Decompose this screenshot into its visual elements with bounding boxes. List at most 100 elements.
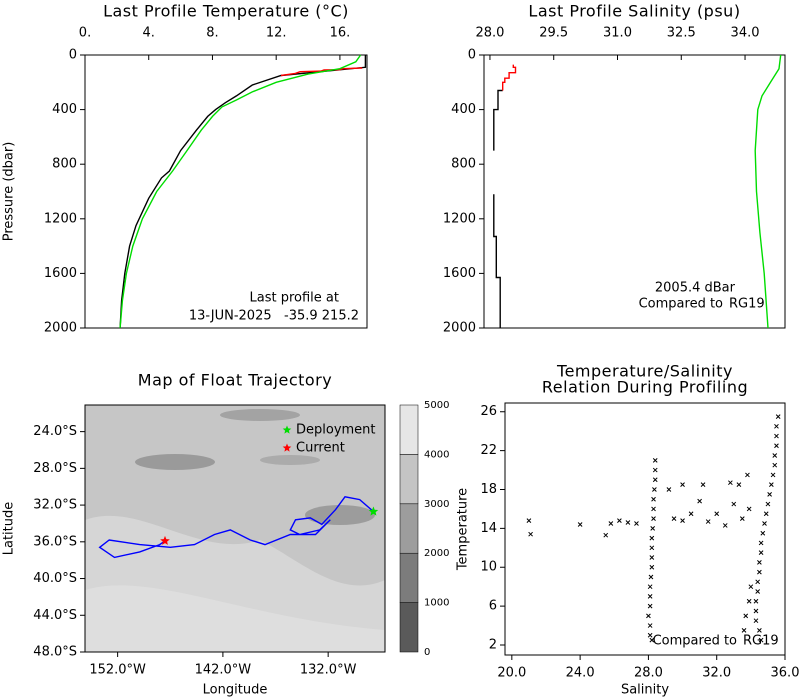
point <box>652 467 658 473</box>
point <box>753 598 759 604</box>
point <box>774 433 779 439</box>
y-tick-label: 22 <box>480 443 497 458</box>
colorbar-label: 2000 <box>424 548 449 559</box>
point <box>649 535 655 541</box>
point <box>649 637 655 643</box>
x-tick-label: 142.0°W <box>195 663 252 678</box>
compare-name: RG19 <box>729 297 765 312</box>
point <box>728 480 733 486</box>
point <box>647 603 653 609</box>
point <box>651 516 656 522</box>
chart-title: Relation During Profiling <box>542 378 748 397</box>
plot-frame <box>84 404 386 653</box>
point <box>772 453 778 458</box>
y-tick-label: 44.0°S <box>33 608 77 623</box>
line <box>493 89 503 151</box>
y-tick-label: 1200 <box>44 211 77 226</box>
line <box>502 64 517 91</box>
colorbar-label: 5000 <box>424 400 449 411</box>
y-tick-label: 40.0°S <box>33 571 77 586</box>
point <box>651 496 656 502</box>
point <box>634 521 639 526</box>
colorbar-band <box>399 552 419 603</box>
point <box>652 477 658 483</box>
x-tick-label: 29.5 <box>539 26 568 41</box>
line <box>493 194 501 328</box>
x-tick-label: 12. <box>266 26 287 41</box>
y-axis-label: Pressure (dbar) <box>2 142 17 242</box>
y-tick-label: 24.0°S <box>33 424 77 439</box>
line <box>119 54 362 329</box>
x-tick-label: 32.5 <box>667 26 696 41</box>
y-tick-label: 2000 <box>443 321 476 336</box>
legend-marker <box>282 425 292 434</box>
x-tick-label: 36.0 <box>771 666 800 681</box>
point <box>577 522 583 527</box>
y-tick-label: 1200 <box>443 211 476 226</box>
line <box>280 67 363 77</box>
y-tick-label: 6 <box>489 599 497 614</box>
y-tick-label: 0 <box>69 48 77 63</box>
point <box>760 530 766 536</box>
line <box>98 496 374 559</box>
point <box>775 414 781 419</box>
plot-frame <box>504 402 786 656</box>
point <box>625 520 631 525</box>
compare-label: Compared to <box>639 297 723 312</box>
x-tick-label: 8. <box>206 26 218 41</box>
chart-title: Map of Float Trajectory <box>138 371 332 390</box>
point <box>649 555 655 560</box>
point <box>741 628 747 633</box>
chart-title: Last Profile Temperature (°C) <box>103 2 349 21</box>
point <box>745 472 750 478</box>
point <box>755 589 761 594</box>
colorbar-label: 3000 <box>424 499 449 510</box>
x-tick-label: 34.0 <box>731 26 760 41</box>
compare-label: Compared to <box>653 634 737 649</box>
plot-frame <box>483 54 786 329</box>
y-tick-label: 400 <box>52 102 77 117</box>
x-tick-label: 20.0 <box>497 666 526 681</box>
x-tick-label: 0. <box>79 26 91 41</box>
colorbar-band <box>399 602 419 653</box>
point <box>649 545 655 551</box>
point <box>671 516 677 522</box>
y-tick-label: 1600 <box>443 266 476 281</box>
point <box>743 613 749 619</box>
plot-frame <box>84 54 368 329</box>
point <box>757 628 762 633</box>
point <box>651 506 656 512</box>
point <box>758 637 764 643</box>
y-tick-label: 10 <box>480 560 497 575</box>
point <box>697 498 702 504</box>
point <box>688 511 694 517</box>
point <box>652 487 657 492</box>
point <box>680 518 685 523</box>
point <box>774 443 779 449</box>
point <box>746 506 752 512</box>
legend-label: Deployment <box>296 423 376 438</box>
marker <box>160 535 170 545</box>
point <box>762 521 767 526</box>
x-axis-label: Longitude <box>203 683 268 698</box>
point <box>705 519 711 524</box>
y-tick-label: 1600 <box>44 266 77 281</box>
map-background <box>85 405 385 652</box>
point <box>770 472 776 478</box>
y-tick-label: 2 <box>489 637 497 652</box>
x-tick-label: 152.0°W <box>89 663 146 678</box>
point <box>758 550 764 556</box>
point <box>526 518 532 523</box>
point <box>768 482 774 487</box>
point <box>647 594 653 599</box>
colorbar-band <box>399 454 419 505</box>
y-tick-label: 2000 <box>44 321 77 336</box>
point <box>774 423 779 429</box>
point <box>758 540 764 546</box>
point <box>666 487 672 492</box>
point <box>603 532 609 538</box>
legend-label: Current <box>296 441 345 456</box>
chart-title: Last Profile Salinity (psu) <box>528 2 740 21</box>
x-tick-label: 32.0 <box>702 666 731 681</box>
y-tick-label: 18 <box>480 482 497 497</box>
